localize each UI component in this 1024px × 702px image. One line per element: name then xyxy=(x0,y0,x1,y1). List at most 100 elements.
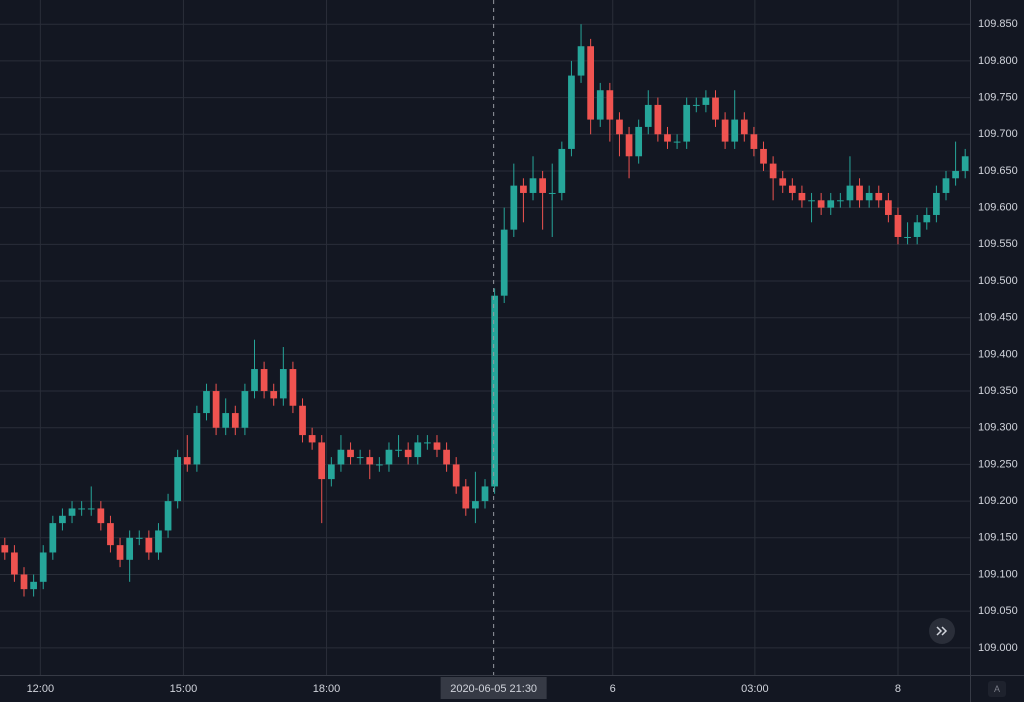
candle-body xyxy=(155,530,162,553)
candle-body xyxy=(126,537,134,560)
candle-body xyxy=(923,214,931,223)
candle-body xyxy=(606,90,614,120)
candle-body xyxy=(39,552,47,582)
candle-body xyxy=(59,515,66,524)
candle-body xyxy=(481,486,489,502)
candle-body xyxy=(933,192,940,215)
candle-body xyxy=(49,523,57,553)
candle-body xyxy=(443,449,450,465)
candle-body xyxy=(251,369,258,392)
candle-body xyxy=(87,508,95,510)
candle-body xyxy=(740,119,748,135)
candle-body xyxy=(308,435,316,443)
y-tick-label: 109.000 xyxy=(978,642,1018,654)
y-tick-label: 109.350 xyxy=(978,385,1018,397)
candle-body xyxy=(375,464,383,466)
candle-body xyxy=(356,457,364,459)
candle-body xyxy=(904,236,911,238)
candle-body xyxy=(78,508,85,510)
candle-body xyxy=(11,552,18,575)
grid xyxy=(0,0,970,675)
candle-body xyxy=(836,200,844,202)
plot xyxy=(1,24,969,597)
y-tick-label: 109.550 xyxy=(978,238,1018,250)
auto-scale-button[interactable] xyxy=(988,681,1006,697)
candle-body xyxy=(846,185,854,201)
candle-body xyxy=(558,148,566,193)
crosshair-label-bg xyxy=(440,677,547,699)
candle-body xyxy=(529,178,537,193)
candle-body xyxy=(462,486,470,509)
candle-body xyxy=(404,449,412,458)
candle-body xyxy=(673,141,681,143)
candle-body xyxy=(433,442,441,450)
candle-body xyxy=(913,222,921,237)
candle-body xyxy=(30,581,37,590)
candle-body xyxy=(827,200,835,208)
scroll-button[interactable] xyxy=(929,618,955,644)
candle-body xyxy=(222,413,230,428)
y-tick-label: 109.650 xyxy=(978,165,1018,177)
candle-body xyxy=(385,449,393,465)
candle-body xyxy=(260,369,268,392)
candle-body xyxy=(183,457,191,465)
candle-body xyxy=(270,391,278,399)
candle-body xyxy=(395,449,402,451)
y-tick-label: 109.850 xyxy=(978,18,1018,30)
candle-body xyxy=(952,170,959,179)
y-tick-label: 109.050 xyxy=(978,605,1018,617)
candle-body xyxy=(875,192,883,201)
candle-body xyxy=(318,442,326,480)
candle-body xyxy=(289,369,297,406)
candle-body xyxy=(596,90,604,120)
candle-body xyxy=(865,192,873,201)
y-tick-label: 109.150 xyxy=(978,532,1018,544)
crosshair-label: 2020-06-05 21:30 xyxy=(450,683,537,695)
y-tick-label: 109.700 xyxy=(978,128,1018,140)
x-tick-label: 15:00 xyxy=(170,683,198,695)
y-tick-label: 109.600 xyxy=(978,202,1018,214)
auto-scale-label[interactable]: A xyxy=(994,684,1000,694)
candle-body xyxy=(203,391,210,414)
candle-body xyxy=(491,295,498,487)
candle-body xyxy=(798,192,806,201)
candle-body xyxy=(472,501,479,509)
y-tick-label: 109.200 xyxy=(978,495,1018,507)
candle-body xyxy=(424,442,431,444)
y-tick-label: 109.300 xyxy=(978,422,1018,434)
y-tick-label: 109.500 xyxy=(978,275,1018,287)
x-tick-label: 8 xyxy=(895,683,901,695)
candle-body xyxy=(520,185,527,193)
candle-body xyxy=(327,464,335,480)
x-tick-label: 12:00 xyxy=(27,683,55,695)
candle-body xyxy=(817,200,825,208)
candle-body xyxy=(885,200,892,215)
candle-body xyxy=(702,97,710,105)
candle-body xyxy=(231,413,239,428)
x-tick-label: 18:00 xyxy=(313,683,341,695)
candle-body xyxy=(116,545,124,560)
candle-body xyxy=(366,457,374,465)
candle-body xyxy=(616,119,623,135)
candle-body xyxy=(548,192,556,194)
candle-body xyxy=(68,508,76,516)
candle-body xyxy=(712,97,719,120)
y-tick-label: 109.450 xyxy=(978,312,1018,324)
candle-body xyxy=(452,464,460,487)
candle-body xyxy=(212,391,220,428)
candle-body xyxy=(644,104,652,127)
candle-body xyxy=(635,126,643,157)
candle-body xyxy=(587,46,595,120)
candle-body xyxy=(721,119,729,142)
candle-body xyxy=(539,178,546,193)
candle-body xyxy=(97,508,105,524)
candle-body xyxy=(760,148,767,164)
candle-body xyxy=(808,200,815,202)
y-tick-label: 109.400 xyxy=(978,348,1018,360)
candle-body xyxy=(856,185,863,201)
candle-body xyxy=(692,104,700,106)
candle-body xyxy=(145,537,153,553)
candle-body xyxy=(107,523,114,546)
candle-body xyxy=(174,457,182,502)
